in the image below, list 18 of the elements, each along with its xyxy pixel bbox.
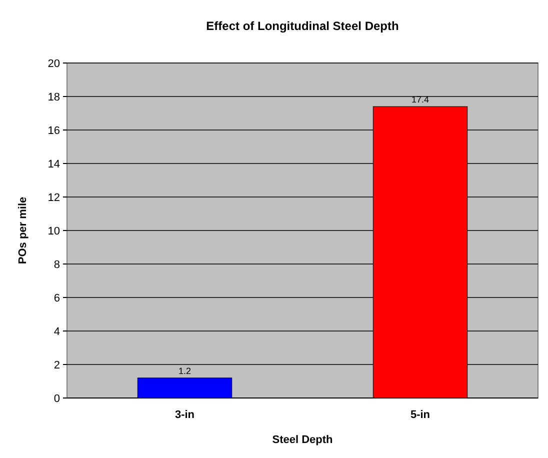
y-tick-label: 6 (54, 292, 60, 304)
data-label: 17.4 (411, 94, 430, 105)
chart-title: Effect of Longitudinal Steel Depth (206, 19, 399, 33)
x-axis-title: Steel Depth (272, 434, 334, 446)
y-tick-label: 16 (48, 124, 60, 137)
x-tick-label: 5-in (410, 409, 430, 421)
y-tick-label: 10 (48, 225, 60, 238)
data-label: 1.2 (178, 366, 192, 376)
y-tick-label: 12 (48, 192, 60, 204)
y-tick-label: 4 (54, 326, 60, 338)
y-tick-label: 14 (48, 158, 60, 170)
y-tick-label: 8 (54, 258, 60, 271)
y-axis-title: POs per mile (17, 196, 29, 264)
y-tick-label: 2 (54, 359, 60, 372)
y-tick-label: 20 (48, 58, 60, 70)
y-tick-label: 0 (54, 392, 60, 405)
y-tick-label: 18 (48, 91, 60, 104)
x-tick-label: 3-in (174, 409, 195, 421)
